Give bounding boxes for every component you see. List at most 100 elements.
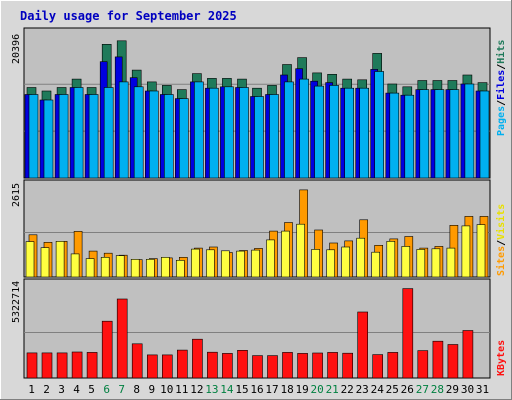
panel-pages-files-hits [23,27,491,179]
bar-visits-day-23 [356,237,366,278]
bar-visits-day-13 [206,249,215,278]
bar-kbytes-day-26 [402,288,414,379]
bar-pages-day-19 [299,78,309,179]
bar-kbytes-day-16 [252,355,263,379]
bar-kbytes-day-22 [342,352,354,379]
x-tick-label: 31 [476,383,489,396]
legend-entry: Sites [495,246,507,276]
x-tick-label: 4 [73,383,80,396]
x-tick-label: 24 [371,383,385,396]
legend-entry: KBytes [496,340,507,376]
x-tick-label: 19 [295,383,308,396]
bar-kbytes-day-3 [56,352,68,379]
bottom-axis-max-label: 5322714 [11,281,22,323]
panel-kbytes [23,278,491,379]
x-tick-label: 12 [190,383,203,396]
bar-kbytes-day-25 [387,352,399,379]
bar-pages-day-23 [359,87,370,179]
x-tick-label: 5 [88,383,95,396]
x-tick-label: 27 [416,383,429,396]
legend-sites-visits: Sites/Visits [495,204,507,276]
bar-visits-day-16 [251,249,260,278]
x-tick-label: 30 [461,383,474,396]
bar-pages-day-10 [164,94,174,179]
bar-pages-day-12 [194,81,204,179]
legend-entry: Files [495,70,507,100]
bar-pages-day-21 [329,85,339,179]
bar-pages-day-16 [254,96,264,179]
bar-visits-day-4 [70,253,80,278]
bar-pages-day-11 [179,98,189,179]
legend-pages-files-hits: Pages/Files/Hits [495,40,507,136]
bar-visits-day-31 [476,224,486,278]
bar-pages-day-1 [28,94,39,179]
bar-visits-day-20 [311,249,320,278]
x-tick-label: 25 [386,383,399,396]
x-tick-label: 13 [205,383,218,396]
bar-pages-day-30 [464,83,475,179]
bar-pages-day-28 [434,89,445,179]
bar-kbytes-day-24 [372,354,384,379]
bar-pages-day-22 [344,87,355,179]
bar-kbytes-day-30 [462,330,474,379]
bar-kbytes-day-8 [131,343,143,379]
bar-kbytes-day-13 [207,351,218,379]
legend-entry: / [496,240,507,246]
bar-pages-day-15 [239,87,249,179]
bar-visits-day-18 [281,230,290,278]
bar-pages-day-27 [419,89,430,179]
bar-pages-day-2 [43,99,54,179]
bar-pages-day-25 [389,92,400,179]
bar-pages-day-5 [88,94,99,179]
x-tick-label: 14 [220,383,234,396]
x-tick-label: 20 [310,383,323,396]
x-tick-label: 11 [175,383,188,396]
bar-pages-day-20 [314,85,324,179]
x-tick-label: 10 [160,383,173,396]
bar-kbytes-day-21 [327,352,338,379]
bar-visits-day-28 [431,248,441,278]
bar-pages-day-18 [284,81,294,179]
bar-kbytes-day-28 [432,340,444,379]
bar-visits-day-27 [416,249,426,278]
bar-visits-day-2 [40,247,50,278]
bar-pages-day-24 [374,71,385,179]
x-tick-label: 6 [103,383,110,396]
bar-visits-day-21 [326,249,335,278]
legend-entry: Visits [495,204,507,240]
bar-visits-day-29 [446,247,456,278]
bar-visits-day-30 [461,225,471,278]
bar-visits-day-7 [115,255,125,278]
bar-visits-day-9 [146,258,155,278]
bar-pages-day-31 [479,90,490,179]
x-tick-label: 8 [133,383,140,396]
bar-kbytes-day-11 [177,349,188,379]
legend-kbytes: KBytes [496,340,507,376]
bar-pages-day-17 [269,94,279,179]
bar-kbytes-day-7 [116,298,128,379]
bar-pages-day-4 [73,87,84,179]
bar-pages-day-26 [404,94,415,179]
bar-kbytes-day-2 [41,352,53,379]
bar-visits-day-19 [296,223,305,278]
x-tick-label: 23 [356,383,369,396]
bar-kbytes-day-9 [147,354,158,379]
bar-kbytes-day-17 [267,355,278,379]
legend-entry: Pages [496,106,507,136]
panel-sites-visits [23,179,491,278]
x-tick-label: 21 [326,383,339,396]
bar-kbytes-day-1 [26,352,38,379]
legend-entry: / [496,100,507,106]
bar-pages-day-14 [224,86,234,179]
bar-pages-day-8 [133,86,144,179]
bar-pages-day-6 [103,87,114,179]
x-axis-day-labels: 1 2 3 4 5 6 7 8 9 10 11 12 13 14 15 16 17 18 19 20 21 22 23 24 2… [28,383,489,396]
x-tick-label: 26 [401,383,414,396]
bar-pages-day-7 [118,81,129,179]
x-tick-label: 7 [118,383,125,396]
bar-visits-day-11 [176,259,185,278]
top-axis-max-label: 20396 [11,34,22,64]
bar-kbytes-day-27 [417,350,429,379]
